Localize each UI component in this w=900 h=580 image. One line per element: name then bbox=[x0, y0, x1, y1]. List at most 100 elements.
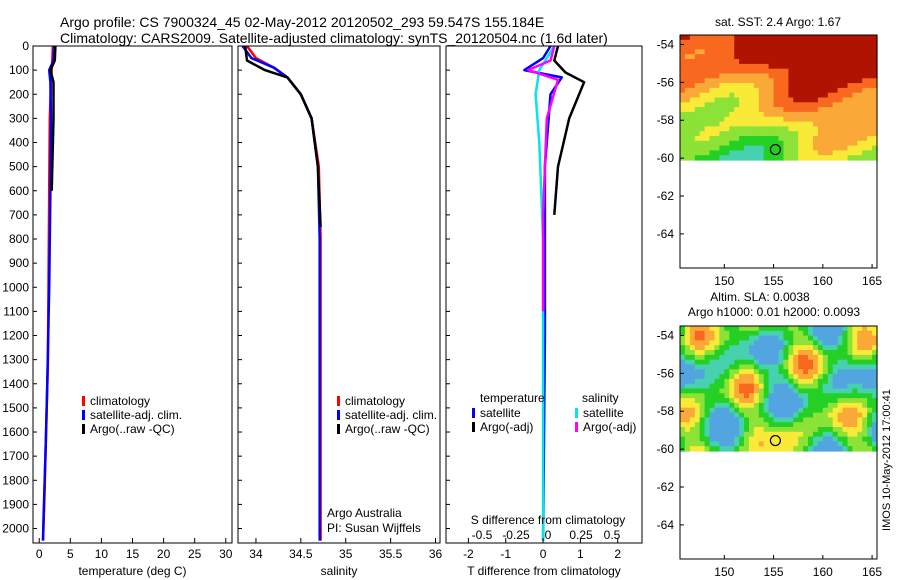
heatmap-cell bbox=[714, 431, 720, 438]
heatmap-cell bbox=[872, 87, 878, 94]
heatmap-cell bbox=[852, 345, 858, 351]
lon-tick-label: 165 bbox=[862, 565, 882, 579]
heatmap-cell bbox=[709, 63, 715, 70]
heatmap-cell bbox=[773, 422, 780, 428]
heatmap-cell bbox=[694, 111, 701, 118]
heatmap-cell bbox=[729, 330, 735, 337]
heatmap-cell bbox=[803, 422, 809, 428]
heatmap-cell bbox=[724, 54, 730, 60]
heatmap-cell bbox=[832, 49, 839, 55]
heatmap-cell bbox=[822, 73, 829, 79]
x-tick-label: 1 bbox=[577, 547, 584, 561]
heatmap-cell bbox=[758, 102, 765, 108]
heatmap-cell bbox=[684, 155, 691, 161]
heatmap-cell bbox=[793, 145, 799, 151]
heatmap-cell bbox=[689, 388, 696, 394]
heatmap-cell bbox=[783, 427, 789, 433]
heatmap-cell bbox=[808, 436, 814, 442]
heatmap-cell bbox=[749, 87, 755, 94]
heatmap-cell bbox=[680, 345, 686, 351]
heatmap-cell bbox=[680, 136, 686, 142]
heatmap-cell bbox=[803, 116, 809, 123]
heatmap-cell bbox=[739, 446, 745, 452]
heatmap-cell bbox=[813, 427, 819, 433]
heatmap-cell bbox=[699, 73, 706, 79]
heatmap-cell bbox=[842, 49, 848, 55]
heatmap-cell bbox=[832, 398, 839, 404]
heatmap-cell bbox=[827, 49, 834, 55]
heatmap-cell bbox=[827, 87, 834, 94]
heatmap-cell bbox=[709, 402, 715, 409]
heatmap-cell bbox=[798, 59, 804, 65]
heatmap-cell bbox=[763, 369, 770, 375]
x-tick-label: 36 bbox=[429, 547, 443, 561]
heatmap-cell bbox=[847, 359, 853, 366]
legend-item: Argo(-adj) bbox=[480, 420, 533, 434]
heatmap-cell bbox=[768, 116, 775, 123]
heatmap-cell bbox=[749, 364, 755, 370]
heatmap-cell bbox=[744, 102, 750, 108]
heatmap-cell bbox=[827, 73, 834, 79]
heatmap-cell bbox=[813, 436, 819, 442]
heatmap-cell bbox=[749, 398, 755, 404]
heatmap-cell bbox=[744, 345, 750, 351]
heatmap-cell bbox=[822, 97, 829, 103]
heatmap-cell bbox=[744, 92, 750, 99]
heatmap-cell bbox=[734, 111, 740, 118]
heatmap-cell bbox=[867, 131, 873, 137]
heatmap-cell bbox=[729, 140, 735, 147]
heatmap-cell bbox=[862, 83, 868, 89]
heatmap-cell bbox=[709, 59, 715, 65]
heatmap-cell bbox=[808, 83, 814, 89]
heatmap-cell bbox=[753, 436, 760, 442]
heatmap-cell bbox=[753, 63, 760, 70]
heatmap-cell bbox=[694, 412, 701, 418]
heatmap-cell bbox=[768, 340, 775, 346]
heatmap-cell bbox=[798, 63, 804, 70]
heatmap-cell bbox=[803, 54, 809, 60]
heatmap-cell bbox=[714, 87, 720, 94]
legend-swatch bbox=[337, 424, 340, 434]
heatmap-cell bbox=[763, 441, 770, 447]
heatmap-cell bbox=[847, 436, 853, 442]
heatmap-cell bbox=[719, 378, 725, 385]
heatmap-cell bbox=[867, 121, 873, 127]
heatmap-cell bbox=[827, 340, 834, 346]
heatmap-cell bbox=[758, 326, 765, 332]
x-axis-label: temperature (deg C) bbox=[78, 564, 186, 578]
heatmap-cell bbox=[852, 398, 858, 404]
heatmap-cell bbox=[699, 427, 706, 433]
heatmap-cell bbox=[739, 35, 745, 41]
heatmap-cell bbox=[788, 39, 794, 46]
heatmap-cell bbox=[709, 121, 715, 127]
heatmap-cell bbox=[724, 369, 730, 375]
heatmap-cell bbox=[739, 111, 745, 118]
heatmap-cell bbox=[749, 340, 755, 346]
heatmap-cell bbox=[837, 330, 844, 337]
lon-tick-label: 160 bbox=[813, 274, 833, 288]
heatmap-cell bbox=[778, 145, 784, 151]
heatmap-cell bbox=[699, 330, 706, 337]
heatmap-cell bbox=[758, 116, 765, 123]
heatmap-cell bbox=[867, 39, 873, 46]
x-tick-label: 34.5 bbox=[289, 547, 313, 561]
heatmap-cell bbox=[694, 340, 701, 346]
heatmap-cell bbox=[739, 398, 745, 404]
heatmap-cell bbox=[793, 412, 799, 418]
heatmap-cell bbox=[719, 136, 725, 142]
heatmap-cell bbox=[699, 54, 706, 60]
heatmap-cell bbox=[798, 402, 804, 409]
heatmap-cell bbox=[808, 68, 814, 75]
heatmap-cell bbox=[724, 63, 730, 70]
heatmap-cell bbox=[689, 374, 696, 380]
heatmap-cell bbox=[842, 436, 848, 442]
heatmap-cell bbox=[684, 335, 691, 341]
heatmap-cell bbox=[749, 388, 755, 394]
heatmap-cell bbox=[689, 155, 696, 161]
heatmap-cell bbox=[719, 393, 725, 399]
heatmap-cell bbox=[753, 393, 760, 399]
heatmap-cell bbox=[837, 136, 844, 142]
heatmap-cell bbox=[763, 131, 770, 137]
heatmap-cell bbox=[817, 39, 824, 46]
heatmap-cell bbox=[680, 107, 686, 113]
